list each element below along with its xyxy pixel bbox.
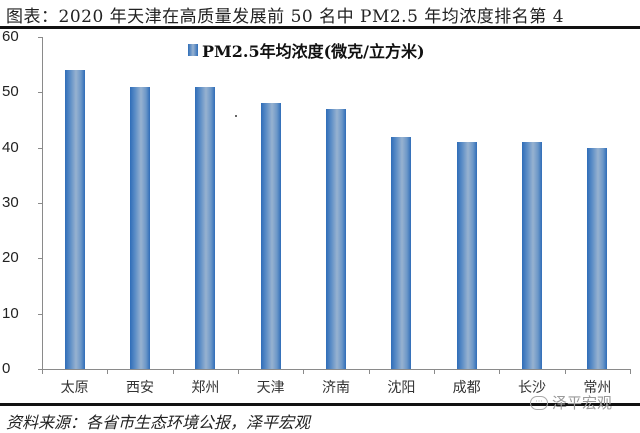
x-tick: [434, 369, 435, 374]
bar-长沙: [522, 142, 542, 369]
y-tick: [38, 369, 43, 370]
title-divider: [0, 26, 640, 29]
x-category-label: 长沙: [518, 380, 546, 396]
x-category-label: 太原: [60, 380, 89, 396]
y-tick-label: 30: [2, 194, 19, 211]
bar-chart: PM2.5年均浓度(微克/立方米) 0 10 20 30 40 50 60 太原 西安 郑州 天津 济…: [0, 28, 640, 400]
x-tick: [107, 369, 109, 374]
bar-沈阳: [391, 136, 412, 369]
bar-天津: [260, 103, 281, 369]
x-tick: [303, 369, 305, 374]
x-tick: [42, 369, 43, 374]
y-tick: [38, 147, 43, 149]
x-axis: [42, 369, 630, 370]
y-tick-label: 20: [2, 249, 19, 267]
x-category-label: 天津: [256, 380, 285, 396]
x-tick: [368, 369, 370, 374]
y-tick-label: 50: [2, 83, 19, 101]
source-note: 资料来源：各省市生态环境公报，泽平宏观: [6, 413, 311, 432]
y-tick: [38, 258, 43, 260]
watermark-text: 泽平宏观: [552, 394, 613, 412]
y-tick: [38, 92, 43, 94]
wechat-icon: ···: [530, 395, 548, 410]
y-tick: [38, 313, 43, 315]
chart-title: 图表：2020 年天津在高质量发展前 50 名中 PM2.5 年均浓度排名第 4: [6, 7, 565, 27]
bar-成都: [456, 142, 477, 369]
y-tick-label: 10: [2, 304, 19, 322]
bar-济南: [326, 108, 346, 369]
legend: PM2.5年均浓度(微克/立方米): [188, 38, 425, 62]
legend-label: PM2.5年均浓度(微克/立方米): [202, 42, 425, 61]
legend-swatch-icon: [188, 44, 198, 56]
footer-divider: [0, 403, 640, 406]
y-tick: [38, 203, 43, 204]
bar-太原: [64, 70, 85, 369]
x-category-label: 西安: [126, 380, 154, 396]
bar-西安: [130, 86, 150, 369]
y-tick-label: 40: [2, 138, 19, 156]
x-category-label: 郑州: [191, 380, 220, 396]
watermark: ··· 泽平宏观: [530, 392, 612, 413]
x-category-label: 常州: [583, 380, 612, 396]
x-tick: [238, 369, 239, 374]
x-category-label: 沈阳: [387, 380, 416, 396]
bar-常州: [587, 147, 608, 369]
x-tick: [564, 369, 566, 374]
y-tick: [38, 37, 43, 38]
x-tick: [630, 369, 631, 374]
y-tick-label: 60: [2, 28, 19, 45]
x-tick: [499, 369, 501, 374]
x-category-label: 成都: [452, 380, 481, 396]
x-tick: [172, 369, 174, 374]
bar-郑州: [195, 86, 216, 369]
y-tick-label: 0: [2, 360, 11, 377]
x-category-label: 济南: [322, 380, 350, 396]
stray-dot: [235, 115, 237, 117]
